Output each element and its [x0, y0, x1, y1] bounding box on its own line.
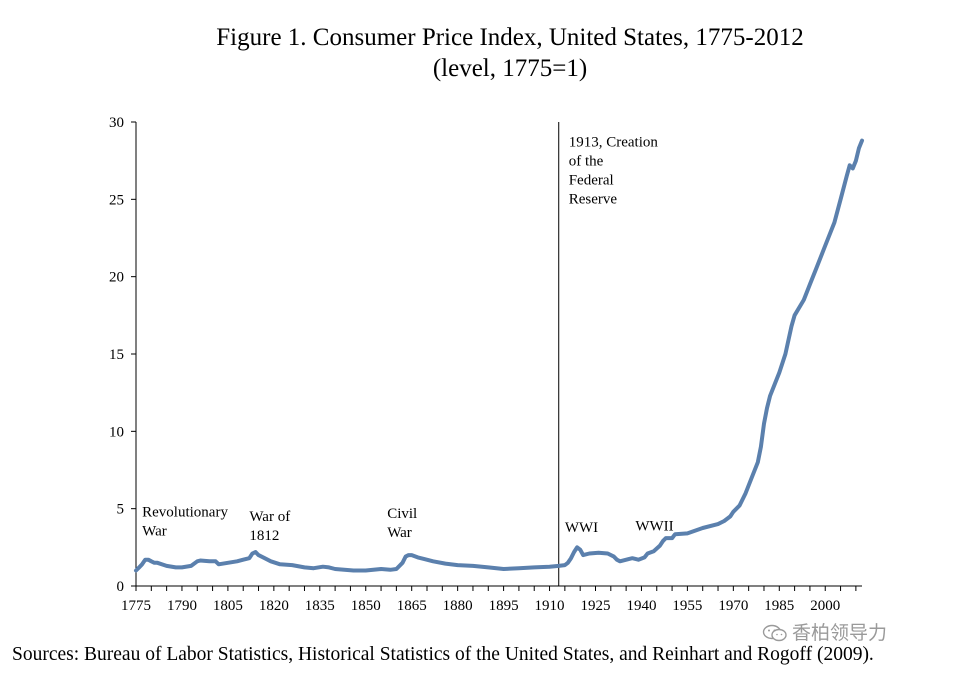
civil-war-label: Civil [387, 506, 417, 522]
war-of-1812-label: War of [249, 509, 290, 525]
wwi-label: WWI [565, 520, 598, 536]
x-tick-label: 1985 [764, 598, 794, 614]
x-tick-label: 2000 [810, 598, 840, 614]
fed-reserve-marker-label: 1913, Creation [569, 135, 659, 151]
y-tick-label: 10 [109, 424, 124, 440]
wechat-icon [762, 624, 787, 642]
y-tick-label: 5 [117, 502, 125, 518]
x-tick-label: 1835 [305, 598, 335, 614]
war-of-1812-label: 1812 [249, 528, 279, 544]
x-tick-label: 1850 [351, 598, 381, 614]
x-tick-label: 1880 [443, 598, 473, 614]
chart-title: Figure 1. Consumer Price Index, United S… [216, 24, 804, 51]
fed-reserve-marker-label: Reserve [569, 192, 618, 208]
fed-reserve-marker-label: Federal [569, 173, 614, 189]
y-tick-label: 30 [109, 115, 124, 131]
x-tick-label: 1940 [626, 598, 656, 614]
x-tick-label: 1790 [167, 598, 197, 614]
watermark-text: 香柏领导力 [792, 622, 888, 644]
y-tick-label: 15 [109, 347, 124, 363]
axis-ticks: 0 5 10 15 20 25 30 1775 1790 1805 1820 1835 1850 1865… [109, 115, 857, 614]
cpi-series-line [134, 138, 864, 573]
civil-war-label: War [387, 525, 412, 541]
chart-title-block: Figure 1. Consumer Price Index, United S… [0, 22, 960, 84]
chart-subtitle: (level, 1775=1) [432, 55, 588, 82]
x-tick-label: 1925 [580, 598, 610, 614]
wwii-label: WWII [635, 518, 673, 534]
series-group [134, 138, 864, 573]
revolutionary-war-label: Revolutionary [142, 504, 228, 520]
annotations: Revolutionary War War of 1812 Civil War WWI WWI… [142, 504, 674, 544]
y-tick-label: 25 [109, 192, 124, 208]
revolutionary-war-label: War [142, 523, 167, 539]
x-tick-label: 1805 [213, 598, 243, 614]
y-tick-label: 20 [109, 270, 124, 286]
y-tick-label: 0 [117, 579, 125, 595]
fed-reserve-marker-label: of the [569, 154, 604, 170]
source-note: Sources: Bureau of Labor Statistics, His… [12, 644, 874, 665]
x-tick-label: 1865 [397, 598, 427, 614]
x-tick-label: 1775 [121, 598, 151, 614]
x-tick-label: 1955 [672, 598, 702, 614]
watermark: 香柏领导力 [762, 618, 887, 645]
vertical-markers: 1913, Creation of the Federal Reserve [558, 122, 659, 586]
x-tick-label: 1820 [259, 598, 289, 614]
x-tick-label: 1970 [718, 598, 748, 614]
axes [135, 122, 862, 587]
x-tick-label: 1895 [489, 598, 519, 614]
x-tick-label: 1910 [535, 598, 565, 614]
